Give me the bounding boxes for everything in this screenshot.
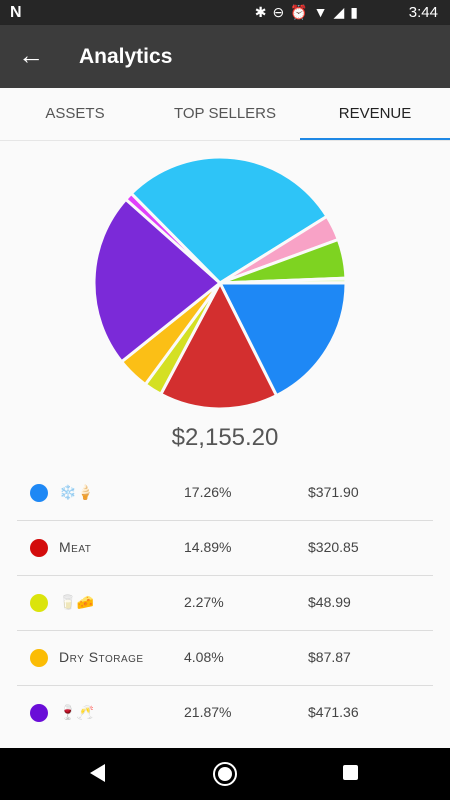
list-item[interactable]: ❄️🍦 17.26% $371.90: [17, 466, 433, 521]
battery-icon: ▮: [350, 4, 364, 20]
tab-assets[interactable]: ASSETS: [45, 105, 105, 122]
category-amount: $320.85: [308, 539, 359, 555]
revenue-pie-chart: [92, 155, 348, 411]
color-dot-icon: [30, 594, 48, 612]
tab-revenue[interactable]: REVENUE: [300, 88, 450, 140]
revenue-list: ❄️🍦 17.26% $371.90 Meat 14.89% $320.85 🥛…: [17, 466, 433, 740]
pie-slice[interactable]: [92, 197, 223, 364]
list-item[interactable]: 🍷🥂 21.87% $471.36: [17, 686, 433, 740]
page-title: Analytics: [79, 45, 173, 68]
category-percent: 4.08%: [184, 649, 224, 665]
pie-slice[interactable]: [158, 279, 279, 411]
category-name: Meat: [59, 539, 92, 555]
pie-slice[interactable]: [217, 281, 348, 398]
notification-icon: N: [10, 4, 22, 21]
do-not-disturb-icon: ⊖: [272, 4, 291, 20]
status-bar: N ✱⊖⏰▼◢▮ 3:44: [0, 0, 450, 25]
total-revenue: $2,155.20: [171, 424, 279, 451]
status-time: 3:44: [408, 4, 438, 21]
category-amount: $48.99: [308, 594, 351, 610]
category-amount: $87.87: [308, 649, 351, 665]
color-dot-icon: [30, 539, 48, 557]
category-percent: 14.89%: [184, 539, 232, 555]
alarm-icon: ⏰: [290, 4, 314, 20]
back-arrow-icon[interactable]: ←: [18, 40, 44, 70]
system-nav-bar: [0, 748, 450, 800]
color-dot-icon: [30, 649, 48, 667]
category-name: 🍷🥂: [59, 704, 95, 720]
category-percent: 17.26%: [184, 484, 232, 500]
app-bar: ← Analytics: [0, 25, 450, 88]
tab-bar: ASSETS TOP SELLERS REVENUE: [0, 88, 450, 141]
list-item[interactable]: Meat 14.89% $320.85: [17, 521, 433, 576]
nav-home-icon[interactable]: [213, 762, 237, 786]
category-name: 🥛🧀: [59, 594, 95, 610]
signal-icon: ◢: [333, 4, 351, 20]
category-percent: 21.87%: [184, 704, 232, 720]
color-dot-icon: [30, 704, 48, 722]
list-item[interactable]: Dry Storage 4.08% $87.87: [17, 631, 433, 686]
category-percent: 2.27%: [184, 594, 224, 610]
list-item[interactable]: 🥛🧀 2.27% $48.99: [17, 576, 433, 631]
color-dot-icon: [30, 484, 48, 502]
status-icons: ✱⊖⏰▼◢▮: [255, 4, 364, 21]
nav-back-icon[interactable]: [90, 764, 105, 782]
pie-slice[interactable]: [219, 276, 348, 285]
nav-recents-icon[interactable]: [343, 765, 358, 780]
bluetooth-icon: ✱: [254, 4, 273, 20]
category-amount: $371.90: [308, 484, 359, 500]
category-name: Dry Storage: [59, 649, 144, 665]
category-name: ❄️🍦: [59, 484, 95, 500]
category-amount: $471.36: [308, 704, 359, 720]
pie-slice[interactable]: [129, 155, 329, 285]
wifi-icon: ▼: [313, 4, 334, 20]
tab-top-sellers[interactable]: TOP SELLERS: [174, 105, 276, 122]
